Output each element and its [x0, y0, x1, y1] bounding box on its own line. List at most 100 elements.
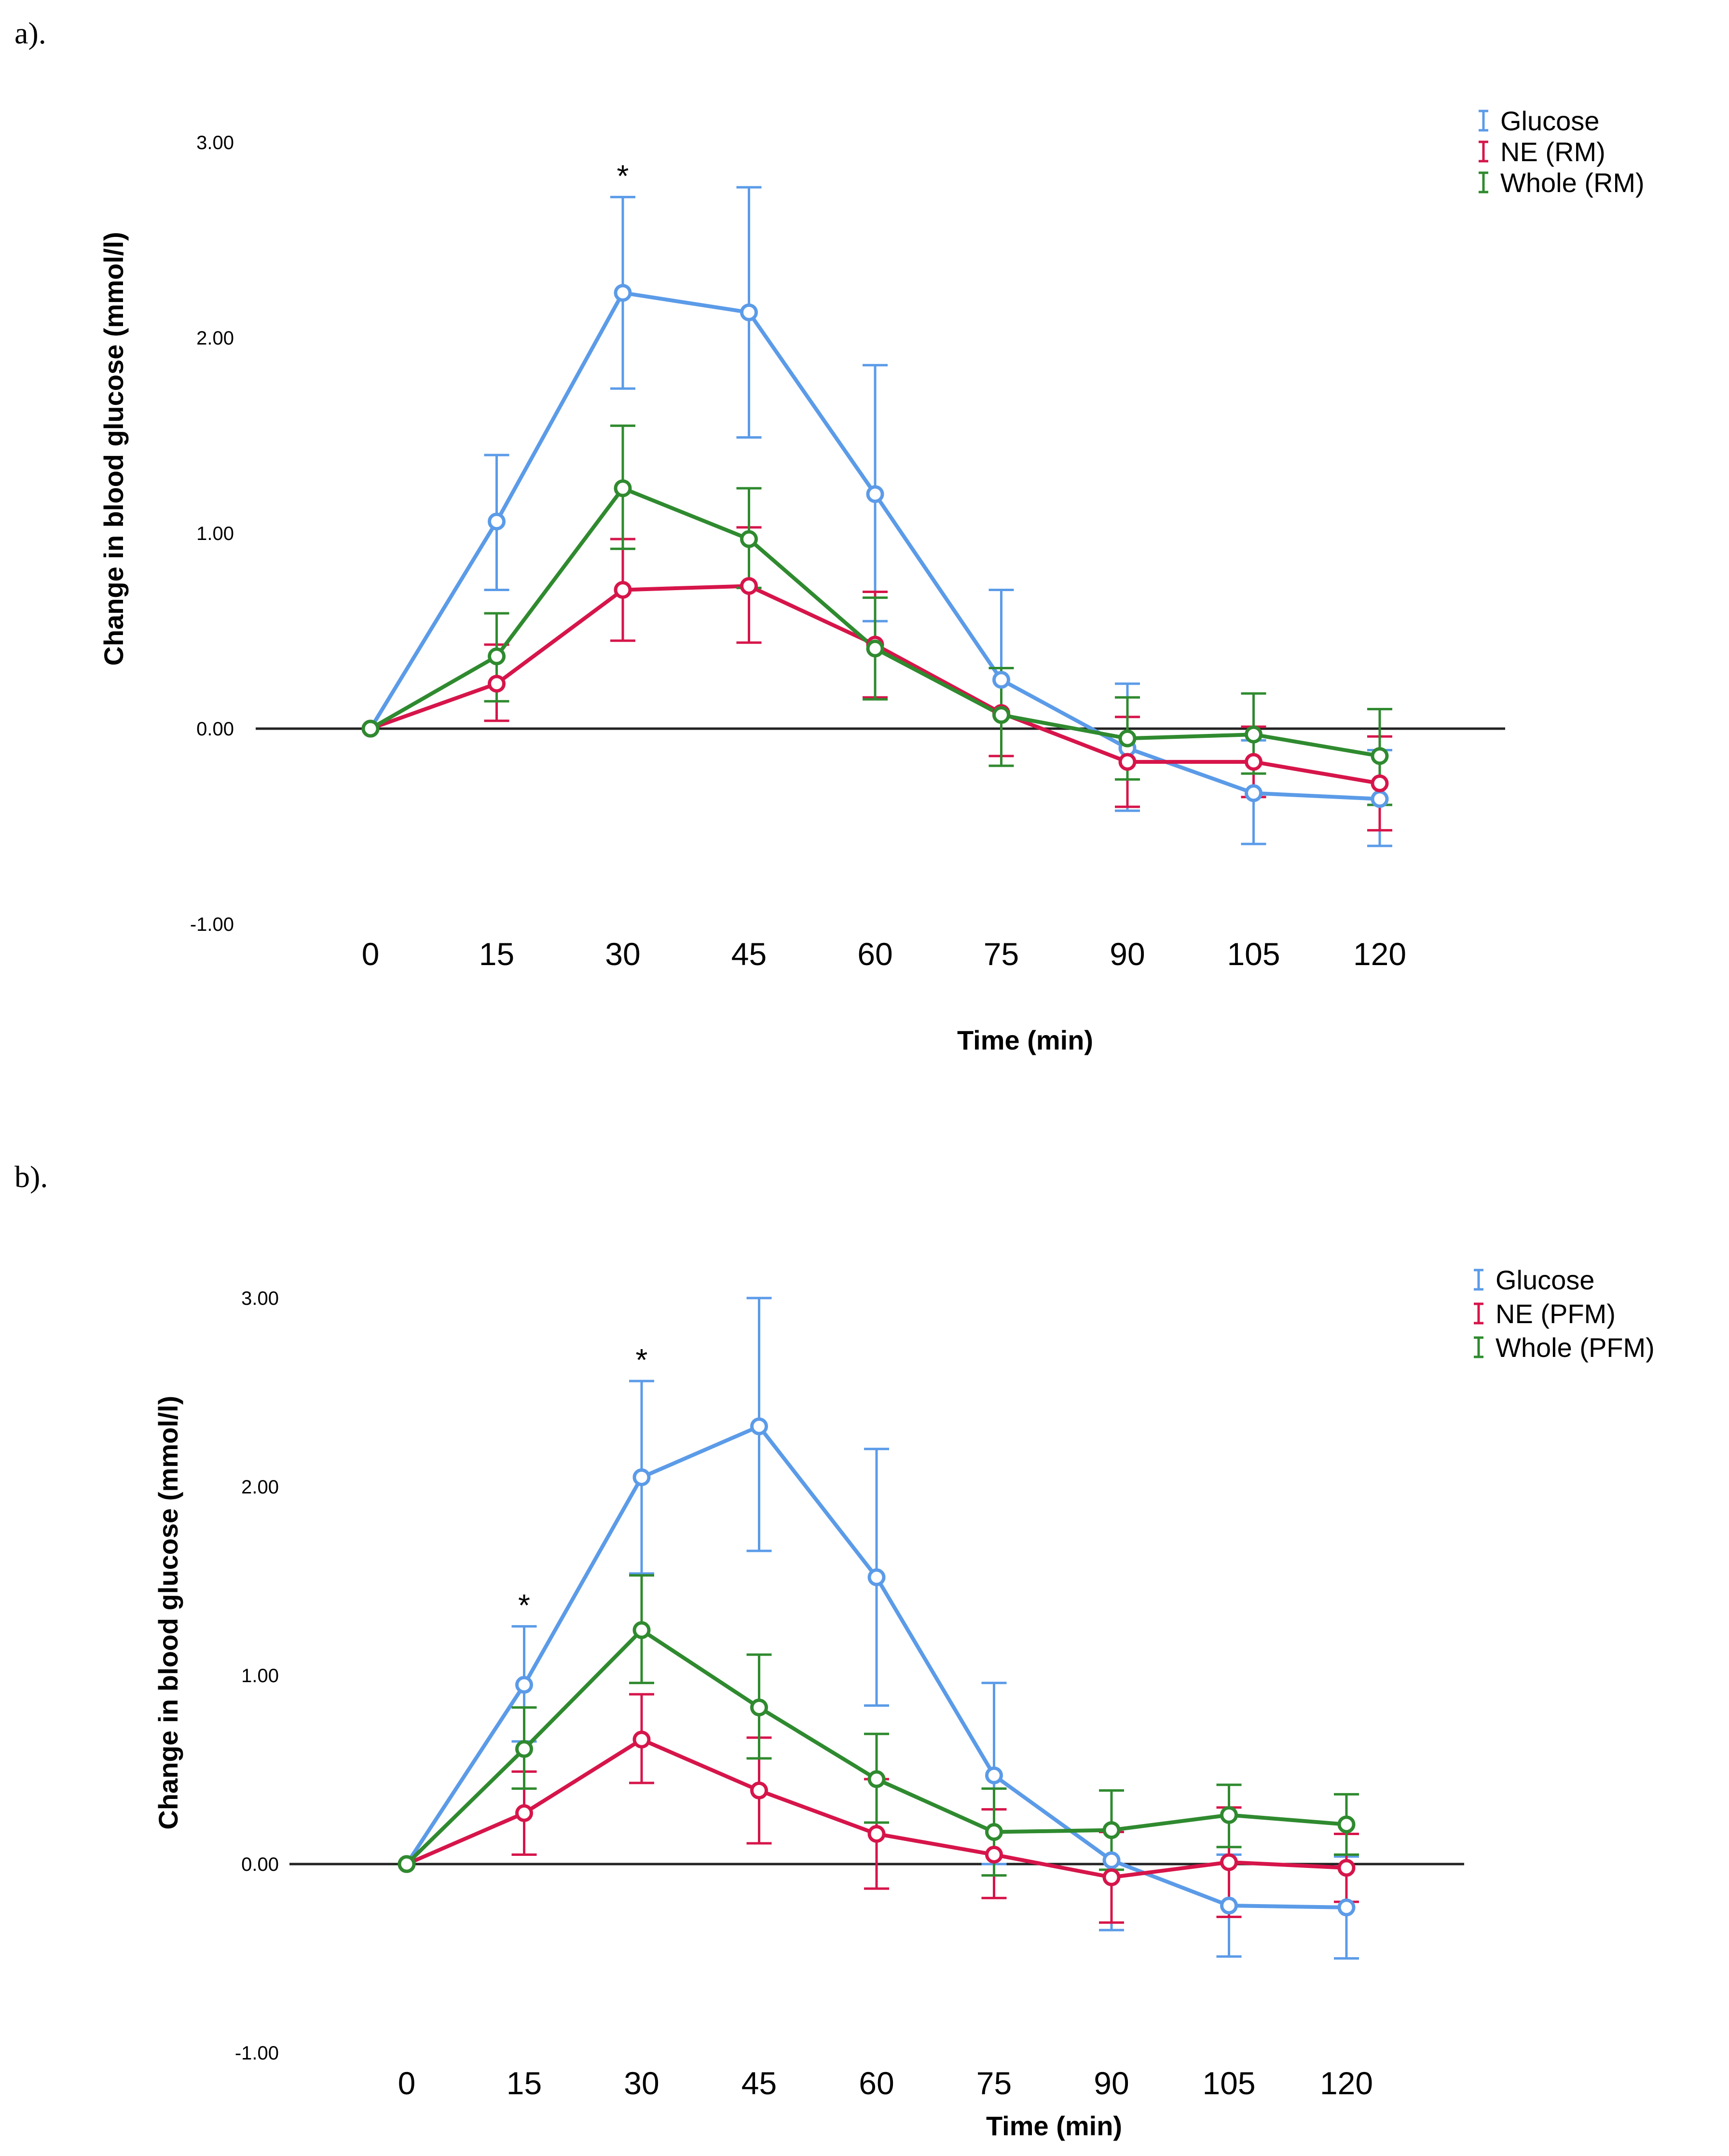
plot-area-a: 3.00 2.00 1.00 0.00 -1.00 0 15 30 45 60 75 90 105 120… [190, 132, 1505, 972]
data-point-ne-rm [1371, 774, 1389, 792]
data-point-ne-pfm [985, 1845, 1003, 1864]
y-tick-label-a: -1.00 [190, 914, 234, 935]
x-tick-label-a: 105 [1227, 936, 1280, 972]
x-tick-label-b: 15 [507, 2065, 542, 2101]
legend-b: Glucose NE (PFM)Whole (PFM) [1474, 1265, 1655, 1363]
data-point-whole-pfm [1102, 1821, 1121, 1839]
x-tick-label-a: 120 [1353, 936, 1406, 972]
significance-marker: * [636, 1342, 648, 1377]
legend-item: NE (PFM) [1474, 1299, 1616, 1329]
x-tick-label-a: 75 [984, 936, 1019, 972]
data-point-glucose [515, 1676, 533, 1694]
data-point-glucose [866, 485, 884, 503]
data-point-ne-pfm [1220, 1853, 1238, 1871]
x-tick-label-a: 30 [605, 936, 640, 972]
x-tick-label-b: 120 [1320, 2065, 1373, 2101]
x-tick-label-a: 15 [479, 936, 514, 972]
data-point-glucose [1220, 1896, 1238, 1915]
data-point-whole-rm [1371, 747, 1389, 765]
y-tick-label-b: 0.00 [241, 1854, 279, 1875]
significance-marker: * [518, 1588, 530, 1622]
data-point-ne-rm [1245, 753, 1262, 771]
data-point-glucose [985, 1766, 1003, 1784]
y-tick-label-a: 3.00 [196, 132, 234, 153]
legend-item: Whole (RM) [1479, 167, 1645, 198]
x-axis-title-b: Time (min) [986, 2111, 1122, 2141]
panel-a: a). Change in blood glucose (mmol/l) Tim… [14, 16, 1645, 1055]
x-tick-label-b: 75 [976, 2065, 1012, 2101]
data-point-whole-rm [992, 706, 1010, 724]
data-point-whole-pfm [632, 1621, 651, 1639]
y-tick-label-b: 2.00 [241, 1477, 279, 1498]
legend-label: NE (RM) [1500, 137, 1606, 167]
legend-item: Glucose [1474, 1265, 1594, 1295]
data-point-glucose [750, 1417, 768, 1436]
y-axis-title-b: Change in blood glucose (mmol/l) [153, 1396, 183, 1829]
data-point-glucose [614, 284, 632, 302]
x-tick-label-b: 105 [1202, 2065, 1255, 2101]
legend-label: Whole (RM) [1500, 167, 1645, 198]
data-point-glucose [992, 671, 1010, 689]
data-point-whole-rm [488, 647, 506, 665]
panel-b: b). Change in blood glucose (mmol/l) Tim… [14, 1160, 1655, 2141]
x-tick-label-a: 0 [362, 936, 380, 972]
data-point-ne-pfm [867, 1824, 886, 1843]
x-tick-label-a: 45 [731, 936, 767, 972]
y-axis-title-a: Change in blood glucose (mmol/l) [98, 232, 129, 665]
data-point-glucose [1337, 1898, 1356, 1917]
legend-label: Glucose [1496, 1265, 1594, 1295]
data-point-glucose [632, 1468, 651, 1486]
data-point-whole-pfm [398, 1855, 416, 1873]
x-axis-title-a: Time (min) [957, 1025, 1093, 1055]
data-point-glucose [1102, 1851, 1121, 1869]
panel-label-a: a). [14, 16, 46, 50]
data-point-ne-pfm [632, 1730, 651, 1749]
data-point-whole-pfm [1220, 1806, 1238, 1824]
data-point-glucose [1245, 784, 1262, 802]
legend-item: NE (RM) [1479, 137, 1606, 167]
y-tick-label-a: 0.00 [196, 719, 234, 740]
legend-label: Glucose [1500, 106, 1599, 136]
data-point-whole-pfm [867, 1770, 886, 1788]
data-point-ne-pfm [750, 1782, 768, 1800]
data-point-ne-rm [488, 675, 506, 693]
error-bars-whole-pfm-b [511, 1574, 1359, 1877]
data-point-whole-rm [361, 719, 380, 738]
data-point-whole-pfm [985, 1823, 1003, 1841]
y-tick-label-a: 1.00 [196, 523, 234, 544]
legend-item: Glucose [1479, 106, 1599, 136]
legend-label: Whole (PFM) [1496, 1332, 1655, 1363]
data-point-whole-rm [614, 479, 632, 498]
legend-label: NE (PFM) [1496, 1299, 1616, 1329]
data-point-ne-rm [614, 580, 632, 599]
x-tick-label-a: 60 [857, 936, 892, 972]
y-tick-label-b: 3.00 [241, 1288, 279, 1309]
y-tick-label-b: -1.00 [235, 2043, 279, 2064]
significance-marker: * [617, 158, 629, 193]
data-point-whole-rm [740, 530, 758, 548]
data-point-whole-pfm [1337, 1815, 1356, 1834]
x-tick-label-b: 30 [624, 2065, 659, 2101]
x-tick-label-b: 60 [859, 2065, 894, 2101]
data-point-ne-pfm [515, 1804, 533, 1822]
x-tick-label-a: 90 [1110, 936, 1145, 972]
data-point-ne-rm [740, 577, 758, 595]
y-tick-label-a: 2.00 [196, 328, 234, 349]
data-point-whole-pfm [750, 1698, 768, 1716]
data-point-glucose [867, 1568, 886, 1587]
data-point-glucose [488, 512, 506, 531]
y-tick-label-b: 1.00 [241, 1665, 279, 1686]
data-point-whole-rm [1118, 729, 1137, 747]
data-point-glucose [1371, 790, 1389, 808]
x-tick-label-b: 90 [1094, 2065, 1129, 2101]
data-point-whole-pfm [515, 1740, 533, 1758]
legend-item: Whole (PFM) [1474, 1332, 1655, 1363]
data-point-whole-rm [866, 639, 884, 658]
x-tick-label-b: 45 [741, 2065, 777, 2101]
data-point-whole-rm [1245, 725, 1262, 744]
x-tick-label-b: 0 [398, 2065, 416, 2101]
data-point-ne-pfm [1102, 1868, 1121, 1886]
data-point-ne-rm [1118, 753, 1137, 771]
